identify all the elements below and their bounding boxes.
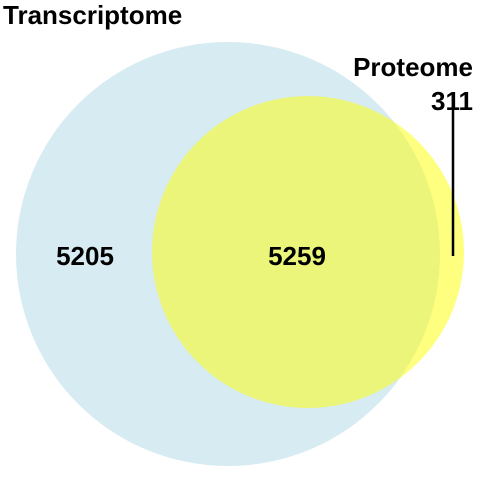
transcriptome-label: Transcriptome	[3, 0, 182, 30]
proteome-only-count: 311	[431, 86, 473, 116]
transcriptome-only-count: 5205	[56, 241, 114, 271]
proteome-circle	[152, 96, 464, 408]
proteome-label: Proteome	[353, 52, 473, 82]
intersection-count: 5259	[268, 241, 326, 271]
